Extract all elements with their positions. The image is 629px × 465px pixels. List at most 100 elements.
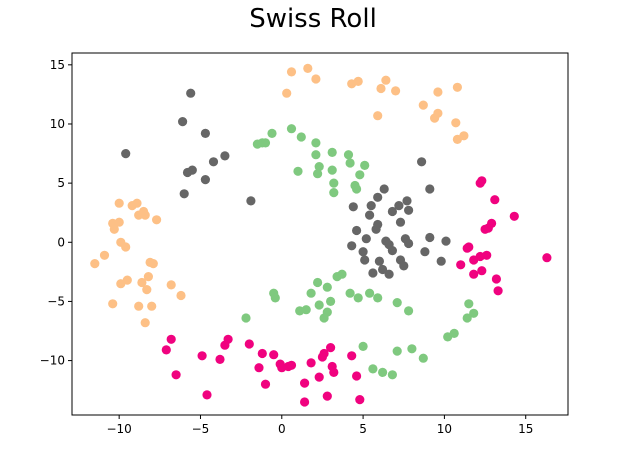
data-point-s1-2	[200, 128, 210, 138]
plot-frame	[71, 52, 569, 416]
chart-title: Swiss Roll	[249, 4, 377, 34]
data-point-s1-36	[420, 247, 430, 257]
data-point-s2-23	[337, 269, 347, 279]
data-point-s0-29	[121, 242, 131, 252]
data-point-s0-31	[90, 259, 100, 269]
data-point-s1-38	[374, 256, 384, 266]
data-point-s1-24	[371, 224, 381, 234]
data-point-s1-21	[365, 210, 375, 220]
data-point-s2-36	[301, 305, 311, 315]
data-point-s1-35	[387, 246, 397, 256]
data-point-s0-39	[142, 285, 152, 295]
data-point-s3-23	[269, 350, 279, 360]
data-point-s2-45	[449, 328, 459, 338]
data-point-s3-41	[329, 367, 339, 377]
data-point-s1-43	[368, 268, 378, 278]
data-point-s1-26	[361, 234, 371, 244]
y-tick-label: −10	[40, 354, 65, 368]
data-point-s1-31	[425, 232, 435, 243]
data-point-s2-43	[462, 313, 472, 323]
data-point-s1-4	[220, 151, 230, 161]
data-point-s0-37	[116, 279, 126, 289]
data-point-s2-9	[343, 150, 354, 160]
data-point-s0-16	[452, 134, 462, 144]
data-point-s3-18	[166, 334, 176, 344]
data-point-s1-3	[121, 149, 131, 159]
data-point-s1-40	[399, 261, 409, 271]
data-point-s1-12	[425, 184, 435, 194]
data-point-s3-3	[509, 211, 519, 221]
axes: −10 −5 0 5 10 15 −10 −5 0 5 10 15	[40, 52, 569, 436]
data-point-s1-8	[200, 175, 210, 185]
data-point-s1-9	[179, 189, 189, 199]
data-point-s2-1	[286, 124, 297, 134]
data-point-s0-22	[134, 210, 144, 220]
data-point-s2-17	[329, 178, 339, 188]
x-tick-label: 5	[359, 422, 367, 436]
data-point-s3-26	[215, 354, 225, 364]
data-points	[90, 63, 552, 407]
data-point-s2-16	[355, 170, 365, 180]
data-point-s2-6	[311, 138, 321, 148]
data-point-s2-28	[353, 293, 363, 303]
data-point-s1-19	[404, 205, 414, 215]
y-tick-label: 5	[57, 176, 65, 190]
data-point-s1-20	[387, 206, 397, 217]
data-point-s2-15	[313, 169, 323, 179]
data-point-s0-42	[134, 301, 144, 311]
data-point-s3-8	[462, 243, 472, 253]
data-point-s3-11	[542, 253, 552, 263]
data-point-s3-29	[254, 363, 264, 373]
data-point-s0-13	[433, 108, 443, 118]
data-point-s3-22	[161, 345, 171, 355]
data-point-s0-23	[140, 210, 150, 220]
x-tick-label: 10	[437, 422, 452, 436]
data-point-s2-10	[314, 162, 324, 172]
data-point-s1-25	[352, 225, 362, 236]
data-point-s1-0	[186, 88, 196, 98]
data-point-s0-44	[140, 318, 150, 328]
data-point-s1-5	[208, 157, 219, 167]
data-point-s3-33	[260, 379, 271, 389]
x-tick-label: 0	[278, 422, 286, 436]
data-point-s1-32	[441, 236, 451, 246]
data-point-s2-13	[327, 165, 337, 175]
data-point-s3-16	[491, 274, 501, 284]
data-point-s0-8	[391, 86, 401, 96]
data-point-s3-35	[326, 343, 336, 353]
data-point-s3-44	[352, 371, 362, 381]
data-point-s0-40	[176, 290, 186, 301]
data-point-s2-40	[404, 306, 414, 316]
data-point-s2-34	[392, 298, 402, 308]
data-point-s1-33	[347, 241, 357, 251]
data-point-s0-1	[303, 63, 313, 73]
data-point-s2-48	[418, 353, 428, 363]
data-point-s1-10	[246, 196, 256, 206]
data-point-s2-0	[267, 128, 277, 138]
data-point-s3-13	[456, 260, 466, 270]
data-point-s3-42	[314, 372, 324, 382]
data-point-s2-11	[345, 158, 355, 168]
data-point-s1-44	[384, 269, 394, 279]
data-point-s0-11	[452, 82, 462, 92]
data-point-s3-21	[220, 340, 230, 350]
data-point-s1-17	[394, 201, 404, 211]
data-point-s2-21	[313, 277, 323, 288]
data-point-s0-43	[147, 301, 157, 311]
data-point-s2-29	[373, 293, 383, 303]
data-point-s1-34	[358, 247, 368, 257]
data-point-s1-11	[417, 157, 427, 167]
data-point-s1-14	[373, 192, 383, 202]
data-point-s0-24	[152, 215, 162, 225]
x-tick-label: −5	[192, 422, 210, 436]
data-point-s0-27	[109, 224, 119, 234]
data-point-s3-15	[469, 269, 479, 279]
data-point-s2-24	[322, 282, 332, 292]
data-point-s1-7	[182, 167, 193, 178]
data-point-s2-32	[314, 300, 324, 310]
data-point-s0-30	[99, 250, 110, 260]
data-point-s3-43	[300, 378, 310, 388]
data-point-s0-5	[353, 76, 363, 86]
data-point-s0-34	[143, 272, 153, 282]
data-point-s2-31	[270, 293, 280, 303]
